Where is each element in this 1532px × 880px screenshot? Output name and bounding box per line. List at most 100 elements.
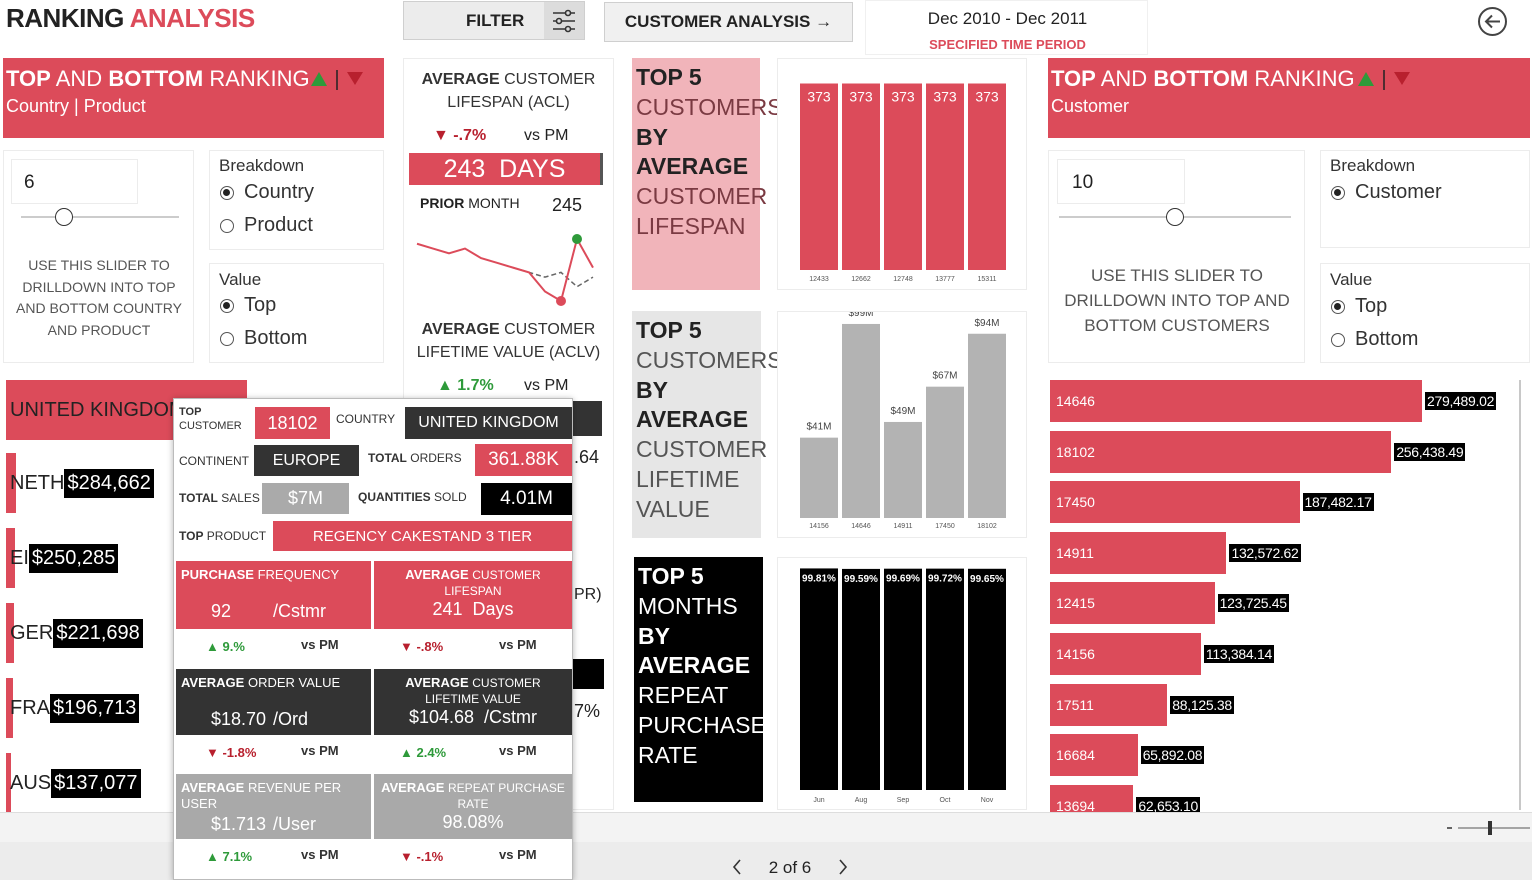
title-line: BY [636, 376, 668, 403]
title-line: VALUE [636, 495, 710, 522]
field-value: $7M [262, 483, 349, 514]
panel-subtitle: Customer [1051, 96, 1130, 116]
customer-analysis-button[interactable]: CUSTOMER ANALYSIS → [604, 2, 853, 42]
x-tick-label: 13777 [935, 276, 955, 283]
radio-option[interactable]: Top [220, 294, 276, 317]
kpi-value-row: 92/Cstmr [176, 601, 371, 622]
fragment: PR) [574, 586, 602, 603]
slider-input[interactable]: 10 [1057, 159, 1185, 204]
bar-row: AUS $137,077 [10, 753, 141, 813]
customer-title-bar: TOP AND BOTTOM RANKING Customer [1048, 58, 1530, 138]
filter-button[interactable]: FILTER [403, 1, 585, 40]
title-rest: ORDER VALUE [247, 675, 341, 690]
value-label: 279,489.02 [1425, 392, 1497, 410]
radio-option[interactable]: Country [220, 181, 314, 204]
down-icon [1394, 72, 1410, 85]
x-tick-label: 18102 [977, 523, 997, 530]
title-bold: AVERAGE [421, 71, 500, 88]
category-label: 17450 [1056, 494, 1095, 511]
fragment: .64 [574, 447, 600, 467]
bar [842, 323, 880, 518]
kpi-value-row: $1.713/User [176, 814, 371, 835]
acl-sparkline [416, 234, 594, 306]
top5-months-label: TOP 5 MONTHS BY AVERAGE REPEAT PURCHASE RATE [634, 557, 766, 802]
kpi-card: AVERAGE ORDER VALUE $18.70/Ord [176, 669, 371, 735]
scrollbar[interactable] [1519, 380, 1521, 810]
field-label: TOP PRODUCT [179, 529, 266, 543]
bar [842, 83, 880, 270]
zoom-slider[interactable] [1444, 818, 1532, 838]
bar [1050, 481, 1300, 524]
title-line: AVERAGE [636, 406, 749, 433]
back-arrow [1484, 14, 1500, 29]
bar [6, 528, 15, 588]
bar [968, 83, 1006, 270]
kpi-card: AVERAGE CUSTOMER LIFETIME VALUE $104.68/C… [374, 669, 572, 735]
bar [6, 678, 13, 738]
title-rest: CUSTOMER LIFESPAN (ACL) [447, 71, 596, 111]
kpi-card: AVERAGE REPEAT PURCHASE RATE 98.08% [374, 774, 572, 839]
next-page[interactable] [836, 858, 850, 876]
kpi-change: ▼ -.8% [400, 639, 444, 654]
slider-note: USE THIS SLIDER TO DRILLDOWN INTO TOP AN… [1064, 266, 1290, 335]
period-box: Dec 2010 - Dec 2011 SPECIFIED TIME PERIO… [865, 0, 1148, 55]
category-label: AUS [10, 771, 52, 794]
bar [926, 568, 964, 790]
radio-circle [1331, 299, 1345, 314]
title-rest: CUSTOMER LIFESPAN [444, 568, 541, 598]
kpi-vs: vs PM [301, 743, 339, 758]
label-bold: TOTAL [368, 451, 407, 465]
field-label: TOP CUSTOMER [179, 405, 242, 433]
chevron [839, 859, 848, 875]
value-label: $196,713 [50, 693, 140, 723]
breakdown-label: Breakdown [219, 156, 305, 175]
title-line: AVERAGE [638, 652, 751, 679]
title-line: BY [638, 622, 670, 649]
radio-circle [1331, 332, 1345, 347]
title-rest: FREQUENCY [257, 567, 340, 582]
slider-input[interactable]: 6 [11, 159, 138, 204]
top5-lifespan-chart: 373 12433 373 12662 373 12748 373 13777 373 15311 [777, 58, 1027, 290]
radio-option[interactable]: Customer [1331, 181, 1442, 204]
value-label: $99M [848, 312, 873, 319]
value-label: 373 [891, 89, 915, 105]
slider-thumb[interactable] [1166, 208, 1184, 226]
prev-page[interactable] [730, 858, 744, 876]
radio-option[interactable]: Product [220, 214, 313, 237]
back-button[interactable] [1477, 6, 1508, 37]
radio-option[interactable]: Top [1331, 295, 1387, 318]
kpi-card: AVERAGE CUSTOMER LIFESPAN 241 Days [374, 561, 572, 629]
bar [1050, 380, 1422, 422]
field-value: 18102 [255, 407, 330, 439]
kpi-value: $1.713 [211, 814, 267, 834]
kpi-value-row: 241 Days [374, 599, 572, 620]
value-label: 373 [975, 89, 999, 105]
title-line: RATE [638, 741, 698, 768]
bar [968, 568, 1006, 790]
bar-row: NETH $284,662 [10, 453, 154, 513]
category-label: UNITED KINGDOM [10, 398, 186, 421]
kpi-unit: /Ord [273, 709, 309, 729]
shape [564, 25, 572, 33]
value-box: Value Top Bottom [209, 263, 384, 363]
radio-option[interactable]: Bottom [220, 327, 307, 350]
value-label: $41M [806, 422, 831, 433]
slider-thumb[interactable] [55, 208, 73, 226]
bar [884, 83, 922, 270]
kpi-unit: /User [273, 814, 317, 834]
radio-option[interactable]: Bottom [1331, 328, 1418, 351]
category-label: 18102 [1056, 443, 1095, 460]
value-label: $94M [974, 318, 999, 329]
min-marker [556, 296, 566, 306]
label-rest: ORDERS [410, 451, 462, 465]
filter-icon [544, 2, 584, 39]
title-word: RANKING [1254, 66, 1355, 91]
aclv-title: AVERAGE CUSTOMER LIFETIME VALUE (ACLV) [416, 318, 601, 364]
title-bold: AVERAGE [405, 567, 469, 582]
back-circle [1478, 7, 1507, 36]
bar [1050, 683, 1168, 726]
value-label: 123,725.45 [1217, 594, 1289, 613]
option-label: Bottom [244, 327, 308, 349]
kpi-value: 92 [211, 601, 232, 621]
value-label: $284,662 [64, 468, 154, 498]
